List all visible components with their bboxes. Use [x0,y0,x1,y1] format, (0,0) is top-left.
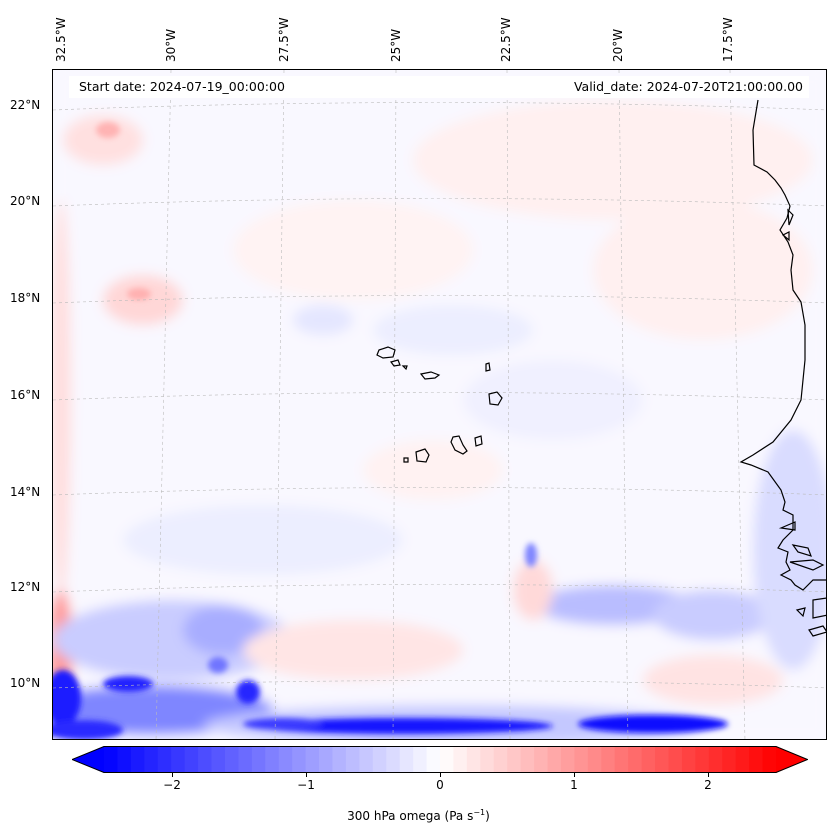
colorbar-band [413,746,428,773]
colorbar-band [520,746,535,773]
colorbar-band [359,746,374,773]
colorbar-band [655,746,669,773]
colorbar-band [278,746,293,773]
colorbar-band [426,746,441,773]
colorbar-extend-high [776,746,808,773]
colorbar-band [386,746,401,773]
lat-label-22n: 22°N [10,98,41,112]
colorbar-band [251,746,266,773]
lon-label-22.5w: 22.5°W [499,17,513,62]
colorbar-band [198,746,213,773]
colorbar-band [466,746,481,773]
colorbar-tick-label: −1 [297,778,315,792]
colorbar-band [708,746,723,773]
colorbar-label-exponent: −1 [473,808,486,817]
lat-label-12n: 12°N [10,580,41,594]
colorbar-band [762,746,777,773]
lon-label-30w: 30°W [164,28,178,62]
map-canvas [53,70,826,739]
colorbar-band [238,746,253,773]
omega-map: Start date: 2024-07-19_00:00:00 Valid_da… [52,69,827,740]
colorbar-band [614,746,629,773]
colorbar-label-close: ) [485,809,490,823]
colorbar-tick-label: 1 [570,778,578,792]
colorbar-band [587,746,602,773]
omega-features [53,122,728,739]
colorbar-band [534,746,549,773]
colorbar-band [749,746,764,773]
lat-label-10n: 10°N [10,676,41,690]
colorbar-tick-label: −2 [163,778,181,792]
colorbar-band [345,746,360,773]
colorbar-band [305,746,320,773]
colorbar-outline [72,746,808,773]
colorbar-extend-low [72,746,104,773]
colorbar-band [157,746,172,773]
colorbar-band [493,746,508,773]
lon-label-25w: 25°W [389,28,403,62]
colorbar-tickmark [306,773,307,777]
colorbar-band [547,746,562,773]
colorbar-band [560,746,575,773]
colorbar-band [372,746,387,773]
lon-label-27.5w: 27.5°W [277,17,291,62]
colorbar-band [117,746,132,773]
colorbar-tickmark [708,773,709,777]
colorbar-band [453,746,468,773]
colorbar-band [224,746,239,773]
colorbar-tick-label: 0 [436,778,444,792]
colorbar [72,746,808,773]
colorbar-band [695,746,710,773]
colorbar-tickmark [172,773,173,777]
omega-field [53,70,826,739]
colorbar-tickmark [574,773,575,777]
lon-label-20w: 20°W [611,28,625,62]
colorbar-band [130,746,145,773]
colorbar-band [171,746,186,773]
colorbar-band [211,746,226,773]
colorbar-band [601,746,616,773]
colorbar-band [628,746,643,773]
lat-label-14n: 14°N [10,485,41,499]
lon-label-32.5w: 32.5°W [54,17,68,62]
lat-label-16n: 16°N [10,388,41,402]
colorbar-band [144,746,159,773]
colorbar-band [332,746,347,773]
coastline [376,99,826,637]
lat-label-18n: 18°N [10,291,41,305]
colorbar-tick-label: 2 [704,778,712,792]
date-banner: Start date: 2024-07-19_00:00:00 Valid_da… [69,76,809,98]
colorbar-bands [104,746,777,773]
graticule [53,70,826,739]
colorbar-band [184,746,199,773]
colorbar-label-text: 300 hPa omega (Pa s [347,809,474,823]
colorbar-tickmark [440,773,441,777]
lon-label-17.5w: 17.5°W [721,17,735,62]
colorbar-band [265,746,280,773]
colorbar-band [641,746,656,773]
colorbar-band [574,746,589,773]
valid-date-text: Valid_date: 2024-07-20T21:00:00.00 [573,79,803,94]
colorbar-band [681,746,696,773]
start-date-text: Start date: 2024-07-19_00:00:00 [79,79,285,94]
colorbar-band [735,746,750,773]
colorbar-band [104,746,118,773]
colorbar-band [319,746,333,773]
lat-label-20n: 20°N [10,194,41,208]
colorbar-band [440,746,454,773]
colorbar-label: 300 hPa omega (Pa s−1) [0,808,837,823]
colorbar-band [722,746,737,773]
colorbar-band [668,746,683,773]
colorbar-band [507,746,522,773]
colorbar-band [292,746,307,773]
colorbar-band [480,746,495,773]
colorbar-band [399,746,414,773]
